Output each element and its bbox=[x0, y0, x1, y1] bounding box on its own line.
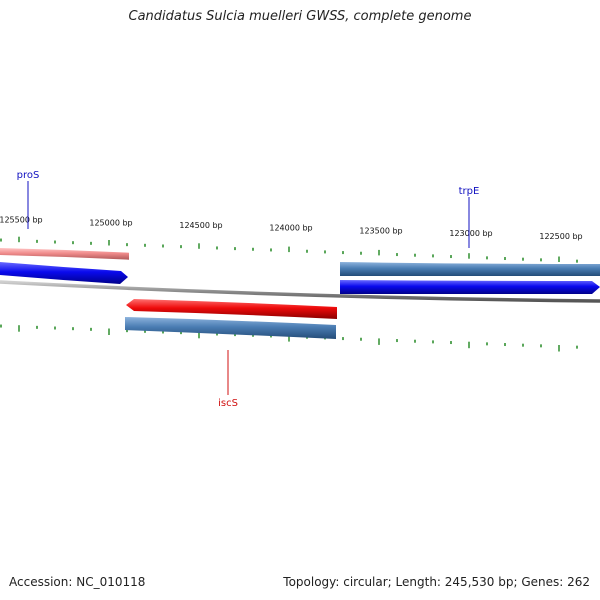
cds-arrow-trpE bbox=[340, 280, 600, 294]
cds-arrow-proS bbox=[0, 262, 128, 284]
scale-label: 124500 bp bbox=[179, 221, 222, 230]
gene-bar-iscS bbox=[125, 317, 336, 339]
scale-label: 123000 bp bbox=[449, 229, 492, 238]
scale-label: 122500 bp bbox=[539, 232, 582, 241]
feature-track bbox=[0, 248, 600, 339]
accession-text: Accession: NC_010118 bbox=[9, 575, 146, 589]
scale-label: 124000 bp bbox=[269, 224, 312, 233]
scale-labels: 125500 bp 125000 bp 124500 bp 124000 bp 1235… bbox=[0, 170, 583, 409]
cds-arrow-iscS bbox=[126, 299, 337, 319]
backbone-line bbox=[0, 280, 600, 303]
gene-bar-proS bbox=[0, 248, 129, 260]
map-title: Candidatus Sulcia muelleri GWSS, complet… bbox=[128, 9, 472, 24]
outer-tick-ring bbox=[0, 236, 578, 263]
scale-label: 125500 bp bbox=[0, 216, 43, 225]
gene-label-iscS: iscS bbox=[218, 398, 238, 409]
genome-backbone bbox=[0, 280, 600, 303]
gene-label-proS: proS bbox=[17, 170, 40, 181]
scale-label: 125000 bp bbox=[89, 218, 132, 227]
gene-label-trpE: trpE bbox=[459, 186, 480, 197]
scale-label: 123500 bp bbox=[359, 226, 402, 235]
genome-summary-text: Topology: circular; Length: 245,530 bp; … bbox=[283, 575, 590, 589]
gene-bar-trpE bbox=[340, 262, 600, 276]
